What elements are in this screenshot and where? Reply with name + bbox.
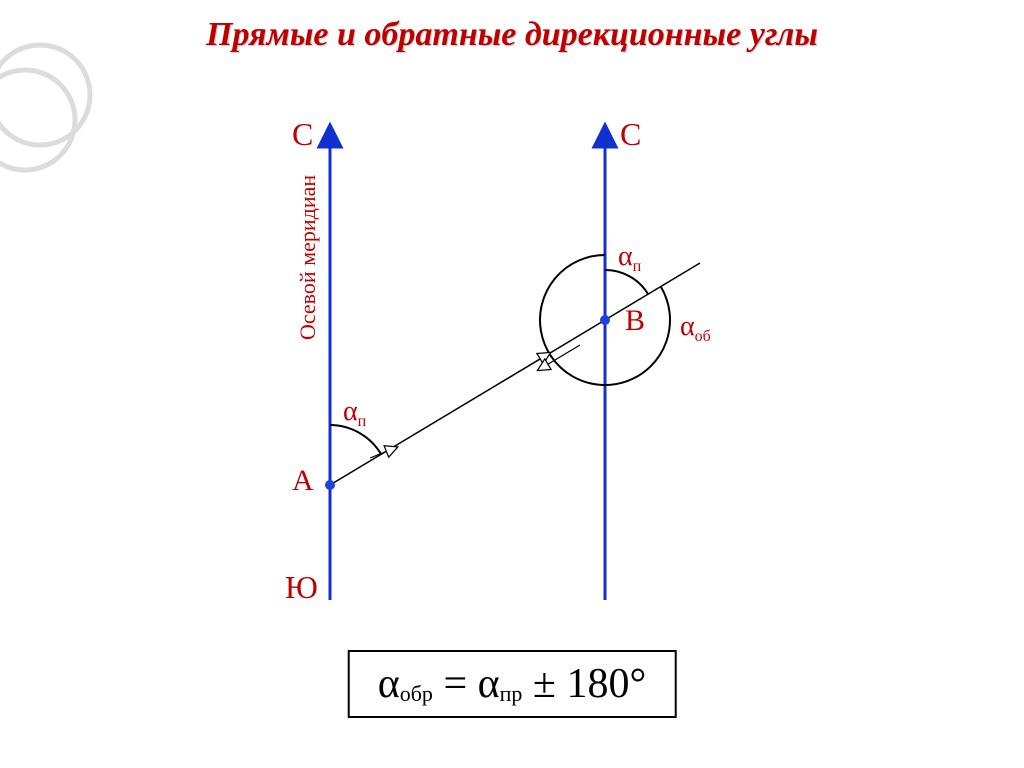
label-alpha-ob: αоб <box>680 311 711 345</box>
formula-val: 180° <box>566 661 646 707</box>
label-b: B <box>625 304 645 337</box>
page-title: Прямые и обратные дирекционные углы <box>0 16 1024 54</box>
label-c-left: С <box>292 116 313 152</box>
formula-eq: = <box>433 661 478 707</box>
angle-arc-alpha-p-left <box>330 425 381 454</box>
formula-alpha-1: α <box>378 661 400 707</box>
label-axial-meridian: Осевой меридиан <box>295 175 320 340</box>
angle-arrow-a <box>370 448 395 458</box>
angle-arc-alpha-p-right <box>605 270 648 294</box>
label-c-right: С <box>620 116 641 152</box>
formula: αобр = αпр ± 180° <box>348 650 677 718</box>
label-a: A <box>292 464 314 497</box>
formula-alpha-2: α <box>478 661 500 707</box>
point-a <box>325 480 335 490</box>
alpha-glyph-a: α <box>343 396 358 427</box>
label-alpha-p-right: αп <box>618 241 642 275</box>
formula-sub-right: пр <box>500 681 523 706</box>
formula-sub-left: обр <box>400 681 433 706</box>
point-b <box>600 315 610 325</box>
diagram: С С Ю A B Осевой меридиан αп αп αоб <box>0 90 1024 630</box>
label-yu: Ю <box>285 569 318 605</box>
formula-pm: ± <box>522 661 566 707</box>
alpha-glyph-bp: α <box>618 241 633 272</box>
alpha-glyph-bob: α <box>680 311 695 342</box>
label-alpha-p-left: αп <box>343 396 367 430</box>
